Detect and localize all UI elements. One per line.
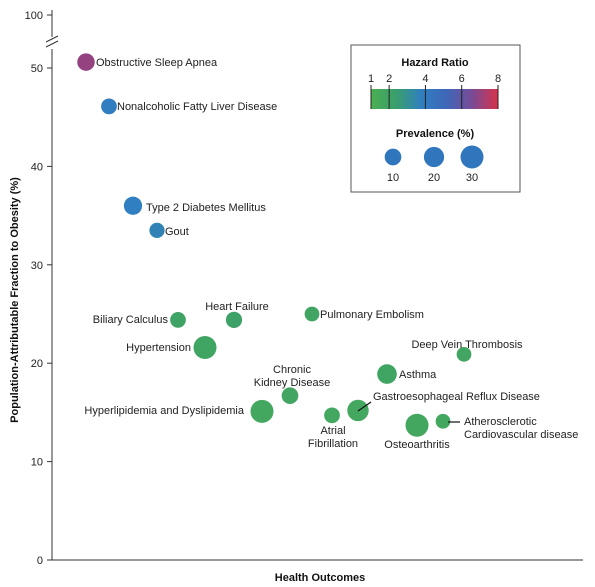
point-label: Biliary Calculus [93,314,169,326]
data-point [281,387,299,405]
axis-break-mark-1 [45,35,59,43]
data-point [123,196,143,215]
point-label: Gout [165,226,189,238]
prevalence-value-label: 20 [428,172,440,184]
data-point [225,311,243,329]
data-point [377,364,397,384]
legend-hazard-title: Hazard Ratio [401,57,469,69]
point-label: Gastroesophageal Reflux Disease [373,391,540,403]
y-tick-label: 20 [31,358,43,370]
y-tick-label: 30 [31,260,43,272]
data-point [101,98,117,115]
legend-box [350,44,521,193]
point-label: Nonalcoholic Fatty Liver Disease [117,101,277,113]
x-axis-title: Health Outcomes [275,572,365,584]
point-label: Type 2 Diabetes Mellitus [146,202,266,214]
data-point [149,222,165,238]
prevalence-size-key [460,145,484,169]
data-point [170,312,186,328]
data-point [304,306,320,322]
point-label: Fibrillation [308,438,358,450]
point-label: Kidney Disease [254,377,330,389]
point-label: Atherosclerotic [464,416,537,428]
data-point [324,407,340,424]
prevalence-value-label: 30 [466,172,478,184]
y-tick-label: 50 [31,63,43,75]
data-point [77,53,95,71]
point-label: Hypertension [126,342,191,354]
hazard-tick-label: 1 [368,73,374,85]
data-point [405,413,429,437]
hazard-color-bar [371,89,498,109]
data-point [435,413,451,429]
hazard-tick-label: 2 [386,73,392,85]
y-tick-label: 0 [37,555,43,567]
prevalence-size-key [384,148,402,166]
point-label: Heart Failure [205,301,269,313]
data-point [250,399,274,423]
point-label: Obstructive Sleep Apnea [96,57,218,69]
data-point [193,335,217,359]
prevalence-size-key [423,146,445,168]
point-label: Deep Vein Thrombosis [411,339,523,351]
axis-break-mark-2 [45,40,59,48]
prevalence-value-label: 10 [387,172,399,184]
point-label: Cardiovascular disease [464,429,578,441]
legend-prevalence-title: Prevalence (%) [396,128,475,140]
y-tick-label: 100 [25,10,43,22]
point-label: Pulmonary Embolism [320,309,424,321]
point-label: Asthma [399,369,437,381]
y-axis-title: Population-Attributable Fraction to Obes… [9,177,21,423]
point-label: Osteoarthritis [384,439,450,451]
gerd-leader-line [357,401,372,412]
y-tick-label: 10 [31,457,43,469]
hazard-tick-label: 8 [495,73,501,85]
point-label: Hyperlipidemia and Dyslipidemia [84,405,244,417]
point-label: Chronic [273,364,311,376]
data-point [456,346,472,362]
hazard-tick-label: 6 [459,73,465,85]
point-label: Atrial [320,425,345,437]
y-tick-label: 40 [31,161,43,173]
hazard-tick-label: 4 [422,73,428,85]
